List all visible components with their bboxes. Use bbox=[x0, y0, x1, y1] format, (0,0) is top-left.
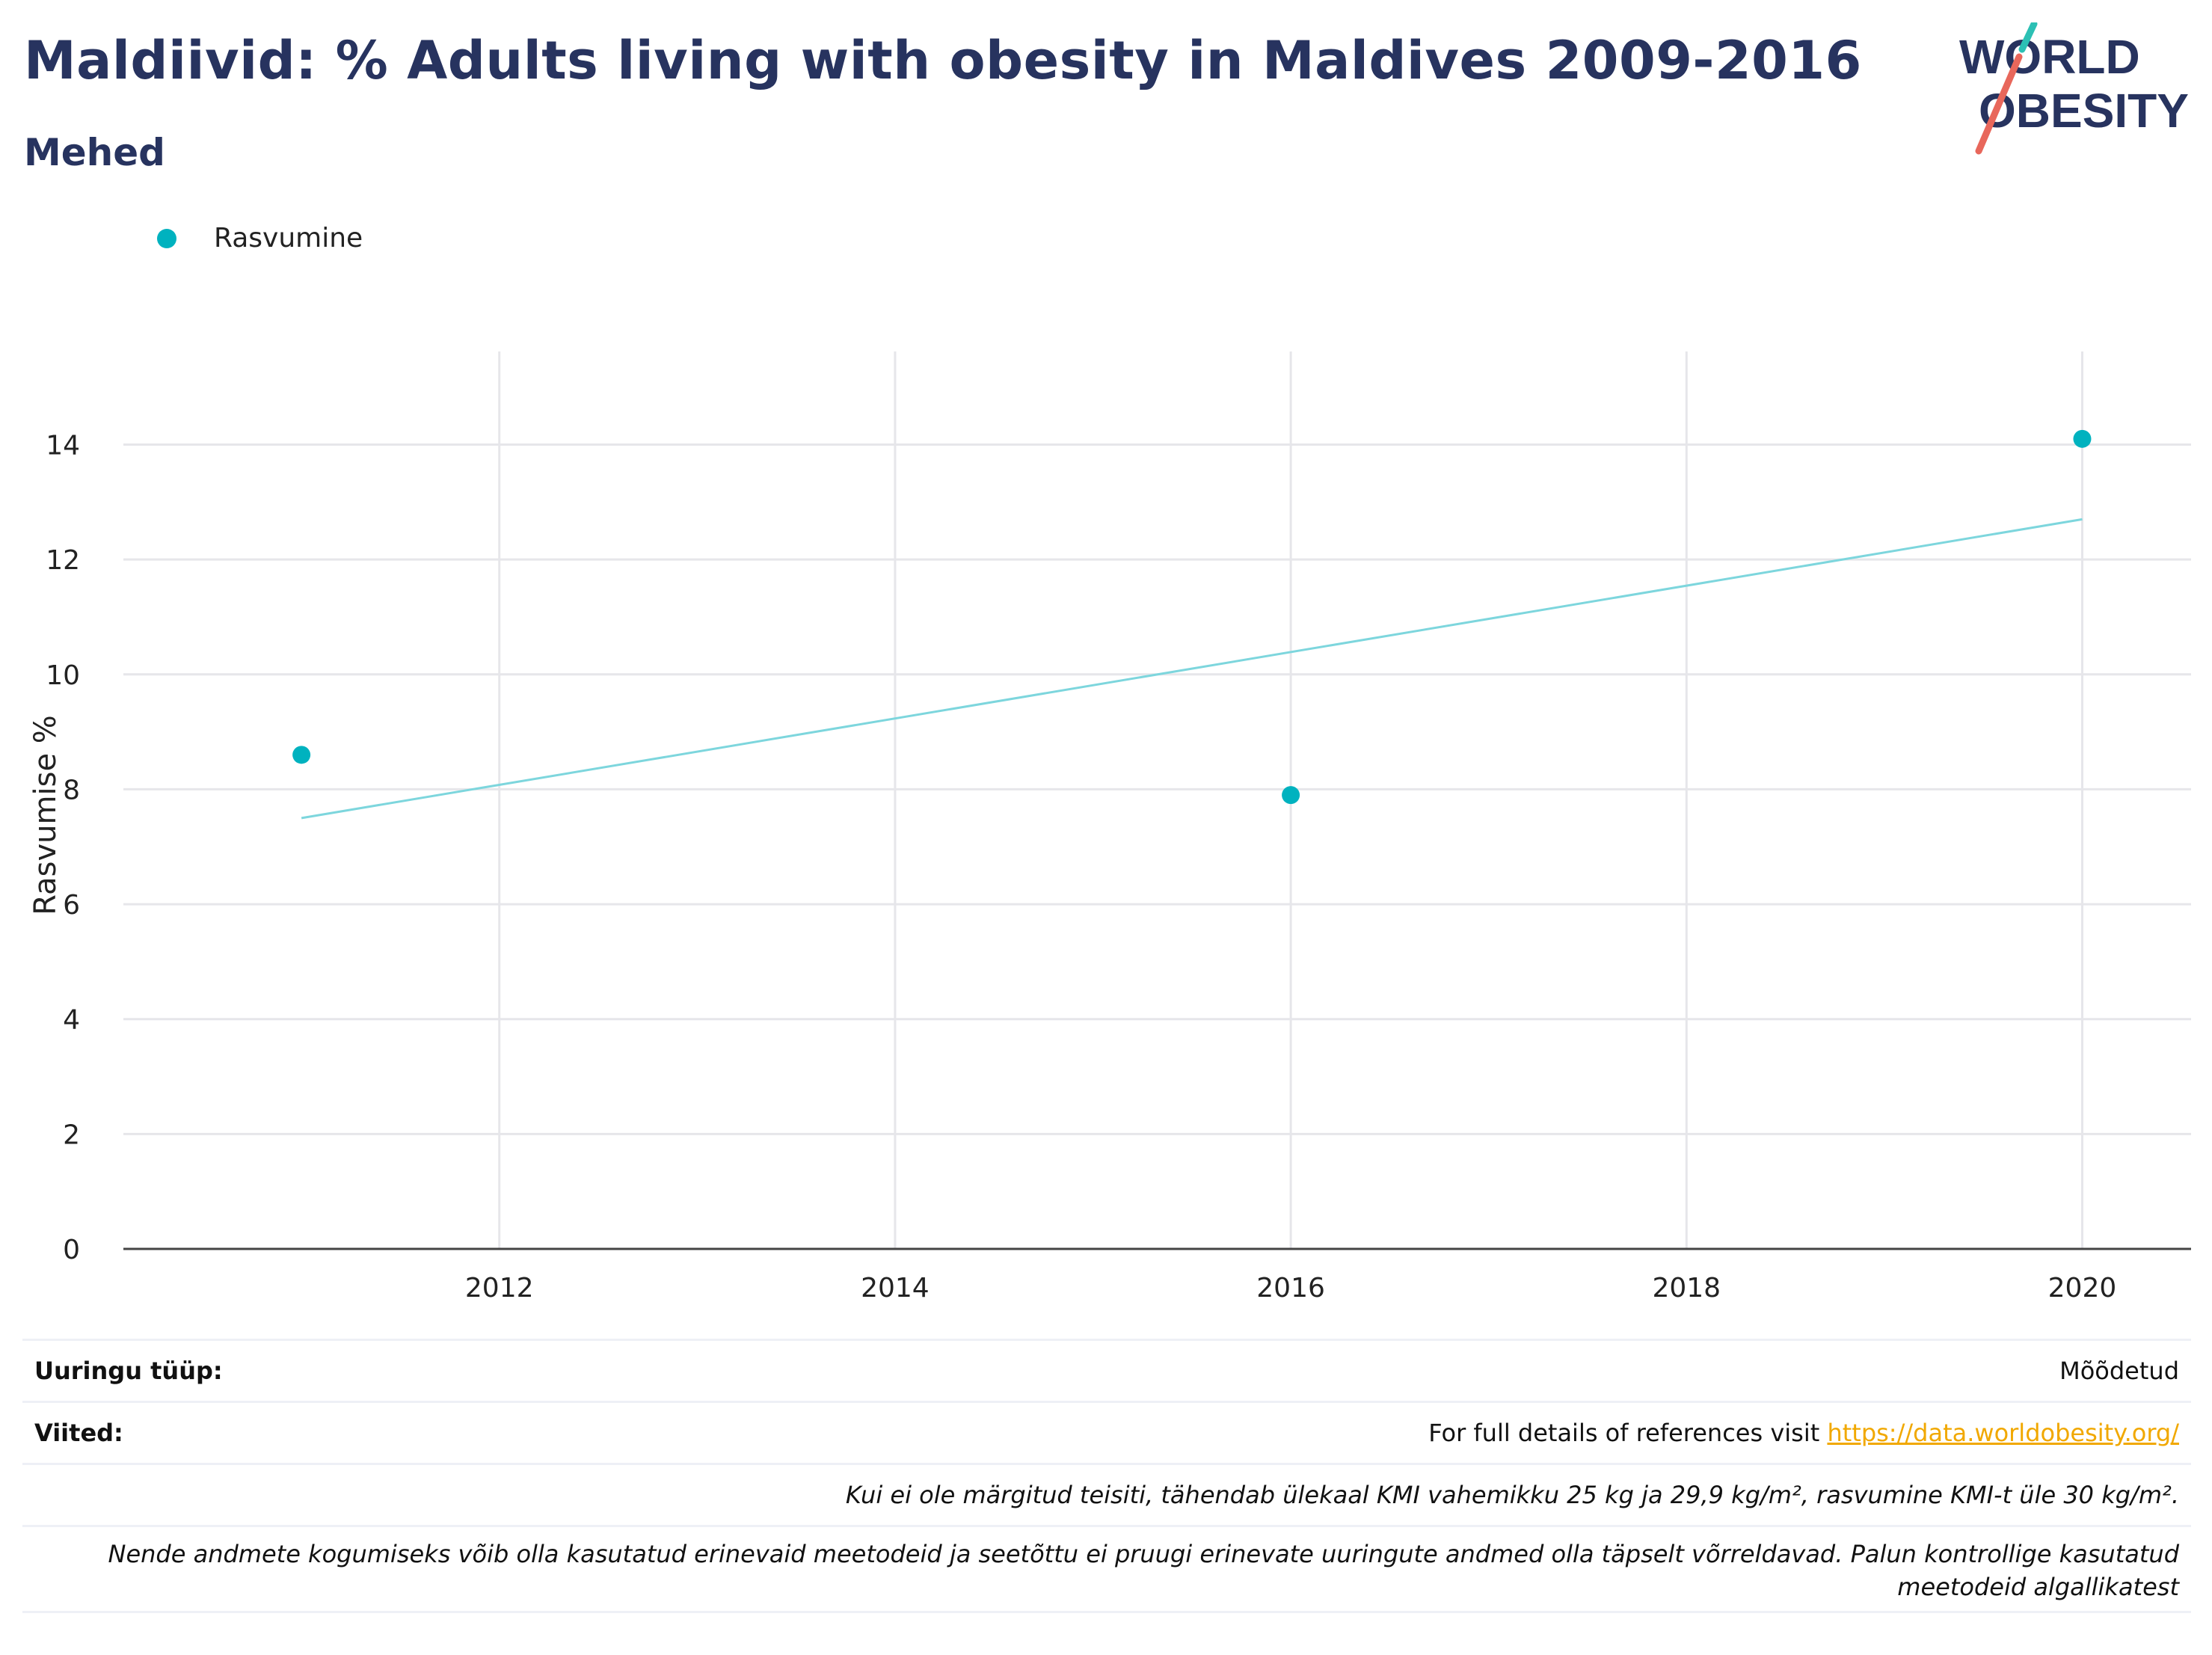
x-tick-label: 2012 bbox=[465, 1273, 534, 1304]
references-link[interactable]: https://data.worldobesity.org/ bbox=[1827, 1419, 2179, 1447]
y-axis-label: Rasvumise % bbox=[28, 715, 63, 915]
methods-note-row: Nende andmete kogumiseks võib olla kasut… bbox=[22, 1527, 2191, 1613]
x-tick-label: 2018 bbox=[1652, 1273, 1721, 1304]
scatter-chart: 0 2 4 6 8 10 12 14 2012 2014 2016 2018 2020 Rasvumise… bbox=[28, 351, 2191, 1304]
references-text: For full details of references visit bbox=[1428, 1419, 1828, 1447]
survey-type-label: Uuringu tüüp: bbox=[34, 1357, 223, 1385]
data-point bbox=[1282, 786, 1300, 805]
definition-note: Kui ei ole märgitud teisiti, tähendab ül… bbox=[845, 1481, 2179, 1509]
legend[interactable]: Rasvumine bbox=[157, 223, 363, 254]
legend-label: Rasvumine bbox=[214, 223, 363, 254]
legend-marker bbox=[157, 228, 176, 248]
trendline bbox=[301, 518, 2083, 820]
logo-word-obesity: OBESITY bbox=[1979, 84, 2189, 138]
data-point bbox=[292, 746, 311, 764]
y-tick-label: 10 bbox=[46, 660, 80, 691]
references-label: Viited: bbox=[34, 1419, 123, 1447]
world-obesity-logo: WORLD OBESITY bbox=[1959, 22, 2189, 155]
y-tick-label: 2 bbox=[63, 1120, 80, 1150]
survey-type-value: Mõõdetud bbox=[2059, 1357, 2179, 1385]
logo-word-world: WORLD bbox=[1959, 30, 2140, 84]
x-tick-label: 2016 bbox=[1256, 1273, 1325, 1304]
logo-slash-coral bbox=[1975, 53, 2023, 155]
definition-note-row: Kui ei ole märgitud teisiti, tähendab ül… bbox=[22, 1465, 2191, 1527]
info-table: Uuringu tüüp: Mõõdetud Viited: For full … bbox=[22, 1339, 2191, 1613]
y-tick-label: 6 bbox=[63, 890, 80, 921]
logo-slash-teal bbox=[2018, 22, 2038, 53]
data-point bbox=[2073, 429, 2092, 448]
x-tick-label: 2014 bbox=[861, 1273, 930, 1304]
y-tick-label: 4 bbox=[63, 1005, 80, 1036]
references-row: Viited: For full details of references v… bbox=[22, 1403, 2191, 1465]
chart-title: Maldiivid: % Adults living with obesity … bbox=[24, 30, 1862, 91]
x-tick-label: 2020 bbox=[2048, 1273, 2117, 1304]
y-tick-label: 0 bbox=[63, 1235, 80, 1265]
references-value: For full details of references visit htt… bbox=[1428, 1419, 2179, 1447]
y-tick-label: 14 bbox=[46, 431, 80, 461]
y-tick-label: 12 bbox=[46, 545, 80, 576]
y-tick-label: 8 bbox=[63, 775, 80, 805]
chart-subtitle: Mehed bbox=[24, 131, 165, 174]
survey-type-row: Uuringu tüüp: Mõõdetud bbox=[22, 1341, 2191, 1403]
methods-note: Nende andmete kogumiseks võib olla kasut… bbox=[108, 1540, 2180, 1601]
